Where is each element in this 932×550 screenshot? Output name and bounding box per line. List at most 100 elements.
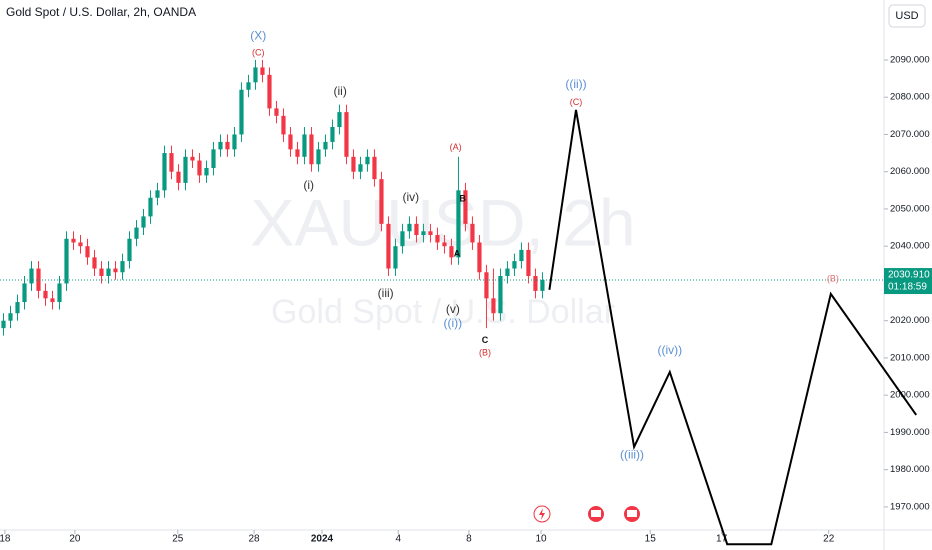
candle-body xyxy=(162,153,167,191)
candle-body xyxy=(449,246,454,258)
candle-body xyxy=(470,223,475,243)
candle-body xyxy=(344,112,349,157)
candle-body xyxy=(260,67,265,75)
candle-body xyxy=(295,149,300,157)
candle-body xyxy=(309,134,314,165)
x-tick-label: 25 xyxy=(172,534,184,545)
candle-body xyxy=(141,216,146,228)
watermark: XAUUSD, 2h xyxy=(250,185,635,259)
candle-body xyxy=(512,261,517,269)
event-icon-glyph xyxy=(627,510,637,517)
candle-body xyxy=(176,171,181,183)
candle-body xyxy=(484,272,489,299)
candle-body xyxy=(71,238,76,243)
candle-body xyxy=(400,231,405,247)
candle-body xyxy=(414,223,419,236)
candle-body xyxy=(246,82,251,90)
candle-body xyxy=(288,134,293,150)
wave-label: (A) xyxy=(450,142,462,152)
candle-body xyxy=(15,302,20,314)
wave-label: A xyxy=(454,248,461,258)
candle-body xyxy=(540,280,545,291)
watermark-subtitle: Gold Spot / U.S. Dollar xyxy=(271,293,615,331)
x-tick-label: 2024 xyxy=(311,534,334,545)
price-tag-countdown: 01:18:59 xyxy=(888,282,927,293)
y-tick-label: 2090.000 xyxy=(890,54,930,65)
candle-body xyxy=(393,246,398,269)
event-icon-glyph xyxy=(591,510,601,517)
y-tick-label: 2060.000 xyxy=(890,166,930,177)
candle-body xyxy=(407,223,412,232)
wave-label: ((iv)) xyxy=(657,343,682,357)
candle-body xyxy=(169,153,174,172)
candle-body xyxy=(211,149,216,168)
candle-body xyxy=(43,290,48,299)
currency-button[interactable] xyxy=(888,4,926,28)
x-tick-label: 28 xyxy=(249,534,261,545)
wave-label: (C) xyxy=(570,97,583,107)
wave-label: (ii) xyxy=(333,84,346,98)
candle-body xyxy=(351,156,356,172)
wave-label: ((iii)) xyxy=(620,448,644,462)
wave-label: ((i)) xyxy=(444,316,463,330)
candle-body xyxy=(274,108,279,116)
candle-body xyxy=(330,127,335,142)
candle-body xyxy=(127,238,132,262)
y-tick-label: 2080.000 xyxy=(890,92,930,103)
watermark-group: XAUUSD, 2h Gold Spot / U.S. Dollar xyxy=(250,185,635,331)
wave-label: C xyxy=(482,335,489,345)
x-tick-label: 17 xyxy=(716,534,728,545)
candle-body xyxy=(29,268,34,284)
candle-body xyxy=(239,89,244,135)
candle-body xyxy=(64,238,69,284)
wave-label: (X) xyxy=(250,28,266,42)
y-tick-label: 2000.000 xyxy=(890,390,930,401)
x-tick-label: 4 xyxy=(395,534,401,545)
candle-body xyxy=(99,268,104,276)
chart-title: Gold Spot / U.S. Dollar, 2h, OANDA xyxy=(6,5,196,19)
candle-body xyxy=(302,134,307,157)
candle-body xyxy=(8,313,13,321)
candle-body xyxy=(267,74,272,109)
wave-label: (B) xyxy=(827,273,839,283)
wave-label: (v) xyxy=(446,302,460,316)
candle-body xyxy=(463,190,468,224)
candle-body xyxy=(113,268,118,273)
candle-body xyxy=(78,242,83,247)
wave-label: (iii) xyxy=(378,286,394,300)
x-tick-label: 20 xyxy=(69,534,81,545)
event-icon-glyph xyxy=(539,508,545,520)
y-tick-label: 2020.000 xyxy=(890,315,930,326)
candle-body xyxy=(183,156,188,183)
projection-line xyxy=(548,109,918,546)
candle-body xyxy=(106,268,111,276)
price-tag xyxy=(884,268,932,295)
wave-label: (iv) xyxy=(403,190,420,204)
y-tick-label: 2050.000 xyxy=(890,203,930,214)
x-tick-label: 18 xyxy=(0,534,11,545)
candle-body xyxy=(120,261,125,273)
wave-label: ((ii)) xyxy=(565,77,586,91)
y-tick-label: 1980.000 xyxy=(890,464,930,475)
candle-body xyxy=(505,268,510,276)
candle-body xyxy=(435,235,440,243)
candle-body xyxy=(57,283,62,303)
candle-body xyxy=(477,242,482,273)
candle-body xyxy=(533,275,538,291)
candle-body xyxy=(36,268,41,291)
candle-body xyxy=(323,141,328,150)
y-tick-label: 2010.000 xyxy=(890,352,930,363)
candle-body xyxy=(386,223,391,269)
candle-body xyxy=(50,298,55,303)
plot-area xyxy=(0,59,884,336)
candle-body xyxy=(148,197,153,217)
candle-body xyxy=(526,249,531,276)
candle-body xyxy=(134,227,139,239)
wave-label: (i) xyxy=(303,178,314,192)
candle-body xyxy=(92,257,97,269)
currency-label[interactable]: USD xyxy=(895,10,918,22)
event-icons xyxy=(533,505,640,523)
candle-body xyxy=(316,149,321,165)
candle-body xyxy=(155,190,160,198)
